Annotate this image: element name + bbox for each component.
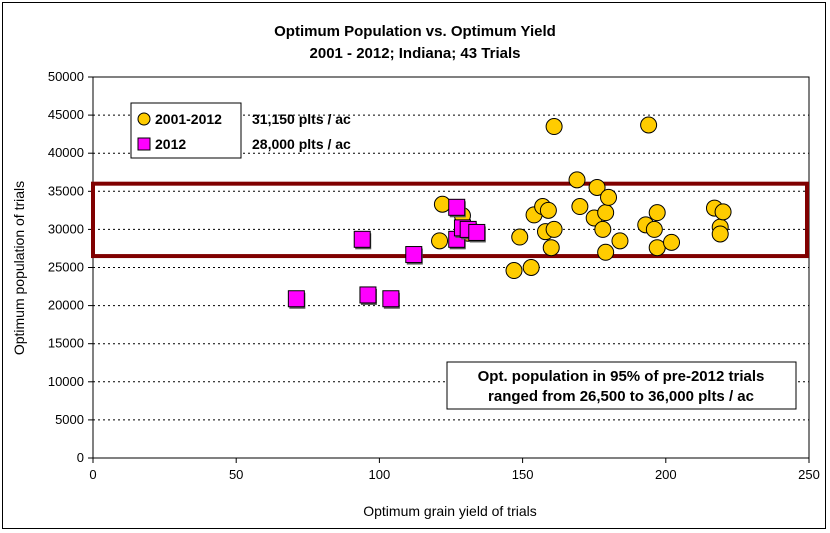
point-2001-2012-21 <box>600 188 618 206</box>
legend-value-2012: 28,000 plts / ac <box>252 136 351 152</box>
point-2001-2012-25 <box>645 220 663 238</box>
y-tick-label-40000: 40000 <box>48 145 84 160</box>
x-axis-label: Optimum grain yield of trials <box>363 503 537 519</box>
point-2001-2012-28 <box>663 233 681 251</box>
point-2001-2012-4 <box>505 262 523 280</box>
point-2012-4 <box>405 246 423 264</box>
y-tick-label-10000: 10000 <box>48 374 84 389</box>
annotation-box <box>446 361 797 410</box>
point-2001-2012-20 <box>597 204 615 222</box>
point-2012-9 <box>468 223 486 241</box>
point-2012-1 <box>353 230 371 248</box>
point-2012-3 <box>382 290 400 308</box>
point-2001-2012-24 <box>640 116 658 134</box>
legend: 2001-2012 2012 31,150 plts / ac 28,000 p… <box>130 102 351 159</box>
point-2001-2012-14 <box>568 171 586 189</box>
point-2001-2012-12 <box>545 220 563 238</box>
y-axis-ticks: 0 5000 10000 15000 20000 25000 30000 35000 40000… <box>48 69 93 465</box>
point-2001-2012-19 <box>597 243 615 261</box>
x-tick-label-50: 50 <box>229 467 243 482</box>
y-tick-label-45000: 45000 <box>48 107 84 122</box>
point-2001-2012-18 <box>594 220 612 238</box>
legend-square-icon <box>137 137 151 151</box>
point-2001-2012-27 <box>648 239 666 257</box>
annotation-line-1: Opt. population in 95% of pre-2012 trial… <box>478 368 765 385</box>
point-2001-2012-11 <box>542 239 560 257</box>
legend-label-2012: 2012 <box>155 136 186 152</box>
point-2001-2012-17 <box>588 178 606 196</box>
point-2001-2012-1 <box>431 232 449 250</box>
point-2012-0 <box>287 290 305 308</box>
y-tick-label-5000: 5000 <box>55 412 84 427</box>
y-tick-label-50000: 50000 <box>48 69 84 84</box>
x-tick-label-250: 250 <box>798 467 820 482</box>
chart-subtitle: 2001 - 2012; Indiana; 43 Trials <box>310 45 521 62</box>
y-tick-label-15000: 15000 <box>48 336 84 351</box>
y-axis-label: Optimum population of trials <box>11 181 27 355</box>
point-2001-2012-13 <box>545 118 563 136</box>
highlight-band <box>91 181 809 259</box>
point-2001-2012-5 <box>511 228 529 246</box>
point-2012-6 <box>448 198 466 216</box>
legend-value-2001-2012: 31,150 plts / ac <box>252 111 351 127</box>
legend-label-2001-2012: 2001-2012 <box>155 111 222 127</box>
y-tick-label-0: 0 <box>77 450 84 465</box>
point-2001-2012-22 <box>611 232 629 250</box>
x-tick-label-150: 150 <box>512 467 534 482</box>
point-2001-2012-6 <box>522 259 540 276</box>
point-2001-2012-10 <box>539 201 557 219</box>
x-tick-label-100: 100 <box>369 467 391 482</box>
y-tick-label-25000: 25000 <box>48 260 84 275</box>
point-2001-2012-26 <box>648 204 666 222</box>
x-tick-label-0: 0 <box>89 467 96 482</box>
data-points <box>287 116 732 309</box>
point-2001-2012-15 <box>571 198 589 216</box>
point-2001-2012-31 <box>711 225 729 243</box>
point-2001-2012-32 <box>714 203 732 221</box>
y-tick-label-35000: 35000 <box>48 183 84 198</box>
x-tick-label-200: 200 <box>655 467 677 482</box>
chart-title: Optimum Population vs. Optimum Yield <box>274 23 556 40</box>
annotation-line-2: ranged from 26,500 to 36,000 plts / ac <box>488 388 754 405</box>
y-tick-label-20000: 20000 <box>48 298 84 313</box>
y-tick-label-30000: 30000 <box>48 221 84 236</box>
annotation: Opt. population in 95% of pre-2012 trial… <box>446 361 797 410</box>
point-2012-2 <box>359 286 377 304</box>
x-axis-ticks: 0 50 100 150 200 250 <box>89 458 820 482</box>
legend-circle-icon <box>137 112 151 126</box>
point-2001-2012-0 <box>433 195 451 213</box>
